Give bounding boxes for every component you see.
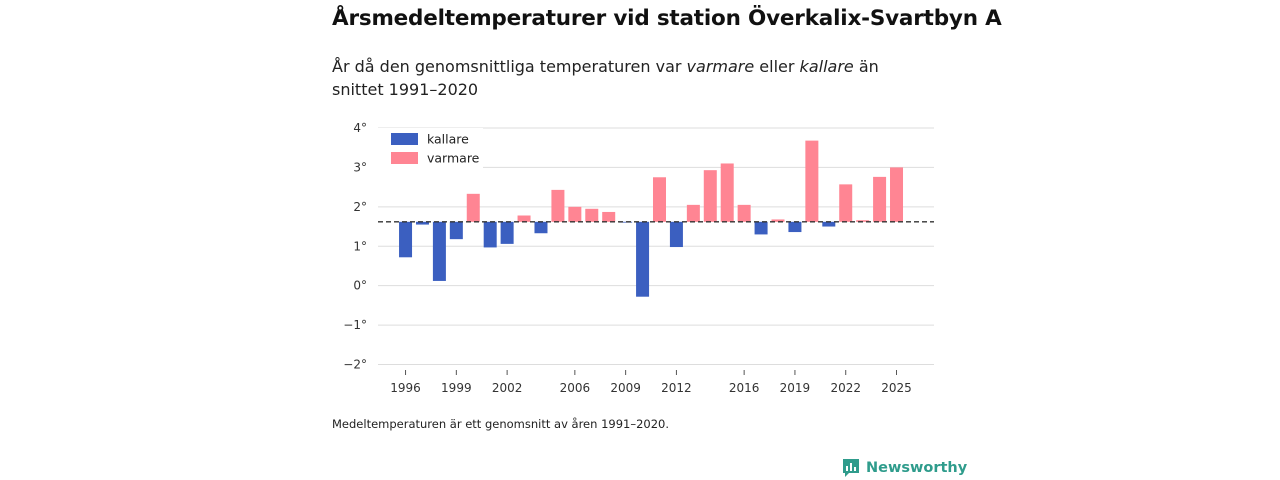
bar-2015[interactable] xyxy=(720,163,734,222)
bar-2004[interactable] xyxy=(534,221,548,234)
bar-2005[interactable] xyxy=(551,189,565,222)
x-tick-label: 2019 xyxy=(780,381,811,395)
subtitle-colder-word: kallare xyxy=(799,57,854,76)
bar-2014[interactable] xyxy=(703,170,717,222)
subtitle-text-3: än snittet 1991–2020 xyxy=(332,57,879,99)
bar-2021[interactable] xyxy=(822,221,836,227)
newsworthy-logo[interactable]: Newsworthy xyxy=(842,458,967,478)
bar-2000[interactable] xyxy=(466,193,480,222)
bar-2007[interactable] xyxy=(585,208,599,222)
bar-1997[interactable] xyxy=(415,221,429,225)
bar-2006[interactable] xyxy=(568,206,582,222)
temperature-bar-chart: 4° 3° 2° 1° 0° −1° −2° 1996 1999 2002 2006 2009 201… xyxy=(343,121,934,395)
bar-2013[interactable] xyxy=(686,204,700,222)
legend-label-warm: varmare xyxy=(427,151,480,166)
bars-layer xyxy=(399,140,904,297)
bar-2001[interactable] xyxy=(483,221,497,248)
legend-swatch-cold xyxy=(391,133,418,145)
x-tick-label: 2009 xyxy=(610,381,641,395)
x-tick-label: 2012 xyxy=(661,381,692,395)
subtitle-text-2: eller xyxy=(754,57,800,76)
bar-2017[interactable] xyxy=(754,221,768,235)
bar-2020[interactable] xyxy=(805,140,819,222)
subtitle-text-1: År då den genomsnittliga temperaturen va… xyxy=(332,57,687,76)
bar-2009[interactable] xyxy=(619,221,633,223)
bar-2018[interactable] xyxy=(771,219,785,222)
bar-2022[interactable] xyxy=(839,184,853,222)
x-tick-label: 2022 xyxy=(830,381,861,395)
legend-swatch-warm xyxy=(391,152,418,164)
y-tick-label: 2° xyxy=(353,200,367,214)
bar-2025[interactable] xyxy=(890,167,904,222)
brand-name: Newsworthy xyxy=(866,460,968,476)
bar-2016[interactable] xyxy=(737,204,751,222)
x-tick-label: 2016 xyxy=(729,381,760,395)
chart-title: Årsmedeltemperaturer vid station Överkal… xyxy=(332,6,1002,31)
bar-2011[interactable] xyxy=(652,177,666,222)
bar-2002[interactable] xyxy=(500,221,514,244)
x-tick-label: 1996 xyxy=(390,381,421,395)
bar-1999[interactable] xyxy=(449,221,463,240)
bar-2003[interactable] xyxy=(517,215,531,222)
y-tick-label: 0° xyxy=(353,279,367,293)
chart-subtitle: År då den genomsnittliga temperaturen va… xyxy=(332,55,932,101)
bar-2012[interactable] xyxy=(669,221,683,248)
bar-2010[interactable] xyxy=(636,221,650,297)
bar-1998[interactable] xyxy=(432,221,446,281)
x-tick-label: 2025 xyxy=(881,381,912,395)
x-tick-label: 2006 xyxy=(560,381,591,395)
bar-2019[interactable] xyxy=(788,221,802,233)
newsworthy-logo-icon xyxy=(843,459,859,477)
y-tick-label: −1° xyxy=(343,318,367,332)
legend-label-cold: kallare xyxy=(427,132,469,147)
bar-2008[interactable] xyxy=(602,211,616,222)
x-axis-labels: 1996 1999 2002 2006 2009 2012 2016 2019 2022 2025 xyxy=(390,370,912,395)
chart-legend: kallare varmare xyxy=(378,128,483,174)
subtitle-warmer-word: varmare xyxy=(686,57,755,76)
y-tick-label: 4° xyxy=(353,121,367,135)
footnote: Medeltemperaturen är ett genomsnitt av å… xyxy=(332,417,670,431)
bar-2024[interactable] xyxy=(873,176,887,222)
x-tick-label: 2002 xyxy=(492,381,523,395)
y-axis-labels: 4° 3° 2° 1° 0° −1° −2° xyxy=(343,121,367,372)
x-tick-label: 1999 xyxy=(441,381,472,395)
y-tick-label: 3° xyxy=(353,160,367,174)
bar-2023[interactable] xyxy=(856,220,870,222)
y-tick-label: 1° xyxy=(353,239,367,253)
bar-1996[interactable] xyxy=(399,221,413,258)
y-tick-label: −2° xyxy=(343,358,367,372)
